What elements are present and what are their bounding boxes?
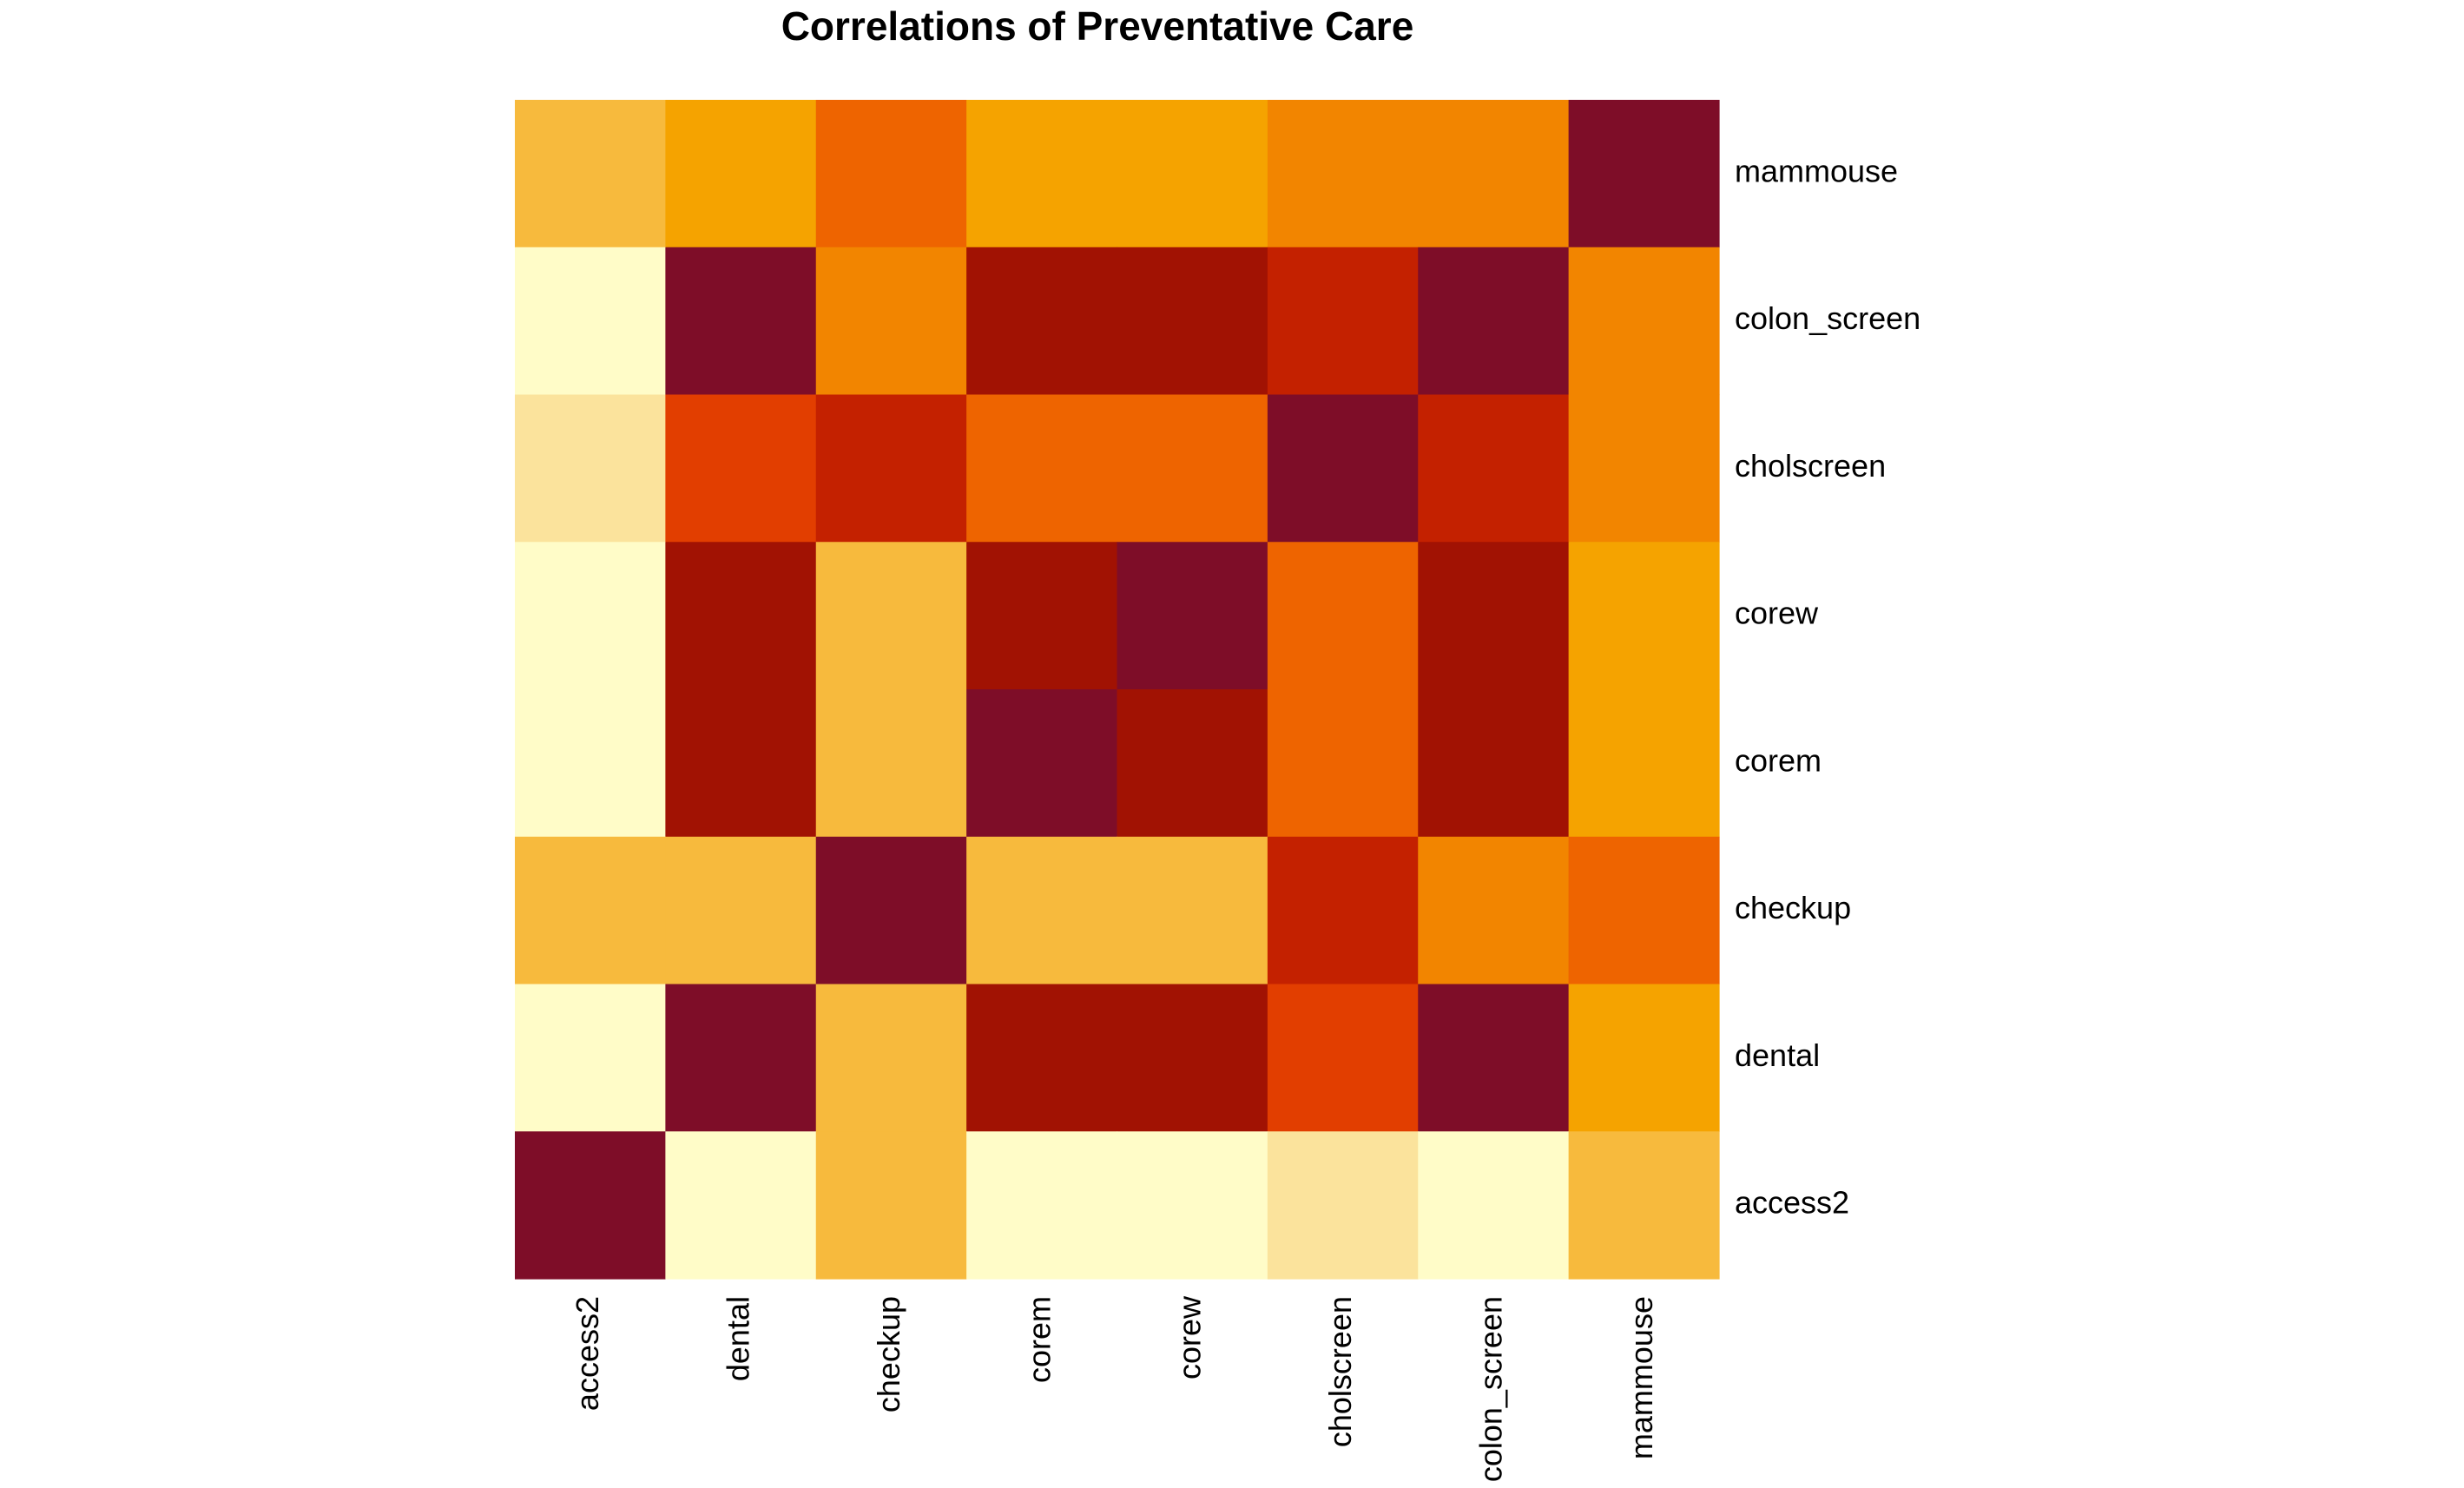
heatmap-cell-corew-cholscreen — [1267, 542, 1419, 690]
row-labels: mammouse colon_screen cholscreen corew corem… — [1735, 153, 1920, 1220]
row-label-mammouse: mammouse — [1735, 153, 1898, 188]
heatmap-cell-mammouse-mammouse — [1568, 100, 1720, 248]
heatmap-cells — [515, 100, 1720, 1280]
heatmap-cell-corem-colon_screen — [1418, 689, 1570, 838]
heatmap-cell-cholscreen-corem — [966, 394, 1118, 543]
heatmap-cell-access2-colon_screen — [1418, 1131, 1570, 1280]
heatmap-cell-colon_screen-checkup — [815, 247, 967, 396]
heatmap-cell-checkup-cholscreen — [1267, 836, 1419, 985]
heatmap-cell-colon_screen-corew — [1117, 247, 1268, 396]
heatmap-cell-checkup-mammouse — [1568, 836, 1720, 985]
heatmap-cell-checkup-checkup — [815, 836, 967, 985]
heatmap-cell-colon_screen-colon_screen — [1418, 247, 1570, 396]
row-label-colon_screen: colon_screen — [1735, 300, 1920, 336]
heatmap-cell-access2-corem — [966, 1131, 1118, 1280]
heatmap-cell-cholscreen-checkup — [815, 394, 967, 543]
heatmap-cell-cholscreen-access2 — [515, 394, 666, 543]
column-label-dental: dental — [721, 1296, 756, 1381]
column-label-mammouse: mammouse — [1624, 1296, 1659, 1459]
heatmap-cell-corew-dental — [665, 542, 817, 690]
heatmap-cell-dental-access2 — [515, 984, 666, 1132]
heatmap-cell-mammouse-corew — [1117, 100, 1268, 248]
heatmap-cell-cholscreen-cholscreen — [1267, 394, 1419, 543]
heatmap-cell-dental-corem — [966, 984, 1118, 1132]
heatmap-cell-corem-cholscreen — [1267, 689, 1419, 838]
heatmap-cell-corew-corew — [1117, 542, 1268, 690]
heatmap-cell-checkup-access2 — [515, 836, 666, 985]
heatmap-cell-colon_screen-cholscreen — [1267, 247, 1419, 396]
row-label-access2: access2 — [1735, 1185, 1849, 1221]
heatmap-cell-checkup-corem — [966, 836, 1118, 985]
heatmap-cell-dental-dental — [665, 984, 817, 1132]
heatmap-cell-access2-mammouse — [1568, 1131, 1720, 1280]
heatmap-cell-corem-dental — [665, 689, 817, 838]
heatmap-cell-mammouse-corem — [966, 100, 1118, 248]
heatmap-cell-colon_screen-dental — [665, 247, 817, 396]
heatmap-cell-colon_screen-access2 — [515, 247, 666, 396]
heatmap-cell-corem-corew — [1117, 689, 1268, 838]
heatmap-cell-cholscreen-mammouse — [1568, 394, 1720, 543]
heatmap-cell-corew-colon_screen — [1418, 542, 1570, 690]
row-label-corem: corem — [1735, 742, 1822, 778]
chart-title: Correlations of Preventative Care — [781, 3, 1414, 49]
heatmap-cell-dental-mammouse — [1568, 984, 1720, 1132]
heatmap-cell-mammouse-colon_screen — [1418, 100, 1570, 248]
heatmap-cell-dental-corew — [1117, 984, 1268, 1132]
heatmap-cell-mammouse-cholscreen — [1267, 100, 1419, 248]
heatmap-cell-access2-checkup — [815, 1131, 967, 1280]
column-label-colon_screen: colon_screen — [1472, 1296, 1508, 1482]
heatmap-cell-mammouse-dental — [665, 100, 817, 248]
column-label-cholscreen: cholscreen — [1322, 1296, 1358, 1447]
column-label-access2: access2 — [570, 1296, 605, 1411]
heatmap-cell-checkup-corew — [1117, 836, 1268, 985]
heatmap-cell-corew-checkup — [815, 542, 967, 690]
column-labels: access2 dental checkup corem corew cholscreen… — [570, 1295, 1659, 1482]
column-label-corem: corem — [1021, 1296, 1057, 1383]
column-label-checkup: checkup — [871, 1296, 906, 1412]
heatmap-cell-corem-mammouse — [1568, 689, 1720, 838]
heatmap-cell-cholscreen-colon_screen — [1418, 394, 1570, 543]
heatmap-cell-cholscreen-corew — [1117, 394, 1268, 543]
heatmap-cell-corew-corem — [966, 542, 1118, 690]
heatmap-cell-checkup-dental — [665, 836, 817, 985]
heatmap-cell-dental-checkup — [815, 984, 967, 1132]
heatmap-cell-access2-access2 — [515, 1131, 666, 1280]
heatmap-cell-access2-corew — [1117, 1131, 1268, 1280]
row-label-cholscreen: cholscreen — [1735, 448, 1886, 484]
heatmap-cell-mammouse-checkup — [815, 100, 967, 248]
heatmap-cell-cholscreen-dental — [665, 394, 817, 543]
heatmap-cell-corem-access2 — [515, 689, 666, 838]
heatmap-cell-corem-corem — [966, 689, 1118, 838]
heatmap-cell-colon_screen-corem — [966, 247, 1118, 396]
heatmap-cell-access2-cholscreen — [1267, 1131, 1419, 1280]
heatmap-cell-mammouse-access2 — [515, 100, 666, 248]
heatmap-cell-dental-cholscreen — [1267, 984, 1419, 1132]
row-label-dental: dental — [1735, 1037, 1820, 1073]
row-label-corew: corew — [1735, 596, 1819, 631]
heatmap-cell-colon_screen-mammouse — [1568, 247, 1720, 396]
heatmap-cell-checkup-colon_screen — [1418, 836, 1570, 985]
column-label-corew: corew — [1172, 1295, 1208, 1379]
heatmap-cell-dental-colon_screen — [1418, 984, 1570, 1132]
heatmap-cell-corem-checkup — [815, 689, 967, 838]
heatmap-cell-access2-dental — [665, 1131, 817, 1280]
heatmap-cell-corew-access2 — [515, 542, 666, 690]
heatmap-cell-corew-mammouse — [1568, 542, 1720, 690]
row-label-checkup: checkup — [1735, 890, 1851, 925]
